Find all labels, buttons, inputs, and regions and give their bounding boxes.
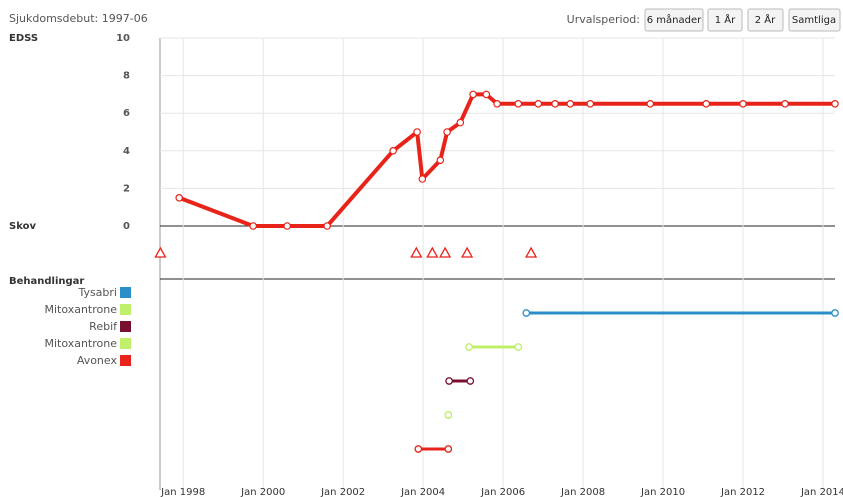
- y-tick-label: 2: [123, 183, 130, 194]
- button-bg[interactable]: [788, 8, 841, 32]
- edss-point: [551, 100, 559, 108]
- treatment-end: [514, 343, 523, 351]
- relapse-marker: [410, 246, 423, 258]
- edss-point: [443, 128, 451, 136]
- button-text[interactable]: 1 År: [715, 13, 736, 26]
- edss-point: [493, 100, 501, 108]
- edss-point: [436, 156, 445, 165]
- treatment-end: [444, 445, 453, 453]
- x-tick-label: Jan 2008: [560, 487, 605, 497]
- legend-swatch: [120, 338, 131, 349]
- x-tick-label: Jan 2012: [720, 487, 765, 497]
- button[interactable]: 6 månader: [644, 8, 704, 32]
- relapse-marker: [426, 246, 439, 258]
- treatment-label: Behandlingar: [9, 276, 84, 287]
- y-tick-label: 10: [116, 33, 130, 44]
- x-tick-label: Jan 2006: [480, 487, 525, 497]
- relapse-marker: [524, 246, 538, 258]
- legend-label: Avonex: [77, 354, 118, 367]
- edss-point: [514, 100, 523, 108]
- y-tick-label: 8: [123, 71, 130, 82]
- grid: [160, 37, 835, 490]
- relapse-marker: [439, 246, 452, 258]
- x-tick-label: Jan 2004: [400, 487, 445, 497]
- button[interactable]: 1 År: [707, 8, 743, 32]
- legend-label: Mitoxantrone: [44, 303, 117, 316]
- treatment-end: [444, 411, 453, 419]
- legend-label: Mitoxantrone: [44, 337, 117, 350]
- legend-swatch: [120, 287, 131, 298]
- legend-swatch: [120, 355, 131, 366]
- legend-label: Rebif: [89, 320, 118, 333]
- edss-point: [566, 100, 575, 108]
- edss-point: [418, 175, 427, 183]
- edss-point: [249, 222, 257, 230]
- treatment-end: [466, 377, 475, 385]
- relapse-label: Skov: [9, 221, 36, 232]
- edss-point: [456, 118, 465, 127]
- edss-point: [586, 100, 595, 108]
- edss-point: [283, 222, 291, 230]
- treatment-end: [831, 309, 839, 317]
- button[interactable]: Samtliga: [788, 8, 841, 32]
- legend-swatch: [120, 321, 131, 332]
- edss-point: [389, 147, 397, 155]
- legend-swatch: [120, 304, 131, 315]
- button-text[interactable]: Samtliga: [792, 15, 836, 26]
- x-tick-label: Jan 1998: [160, 487, 205, 497]
- button-text[interactable]: 6 månader: [647, 13, 702, 26]
- debut: Sjukdomsdebut: 1997-06: [9, 12, 148, 25]
- x-tick-label: Jan 2014: [800, 487, 843, 497]
- edss-point: [469, 90, 477, 99]
- edss-point: [831, 100, 839, 108]
- treatment-start: [522, 309, 531, 317]
- legend-label: Tysabri: [77, 286, 117, 299]
- x-tick-label: Jan 2010: [640, 487, 685, 497]
- relapse-marker: [154, 246, 167, 258]
- treatment-start: [414, 445, 423, 453]
- button-bg[interactable]: [644, 8, 704, 32]
- edss-point: [702, 100, 711, 108]
- button-bg[interactable]: [747, 8, 784, 32]
- treatment-start: [465, 343, 473, 351]
- relapse-marker: [461, 246, 474, 258]
- button[interactable]: 2 År: [747, 8, 784, 32]
- x-tick-label: Jan 2000: [240, 487, 285, 497]
- edss-point: [482, 90, 491, 99]
- period-label: Urvalsperiod:: [567, 13, 640, 26]
- edss-line: [178, 92, 835, 228]
- button-text[interactable]: 2 År: [755, 13, 776, 26]
- edss-label: EDSS: [9, 33, 38, 44]
- edss-point: [323, 222, 331, 230]
- x-tick-label: Jan 2002: [320, 487, 365, 497]
- edss-point: [413, 128, 421, 136]
- edss-point: [646, 100, 655, 108]
- y-tick-label: 6: [123, 108, 130, 119]
- edss-point: [781, 100, 789, 108]
- y-tick-label: 0: [123, 221, 130, 232]
- button-bg[interactable]: [707, 8, 743, 32]
- y-tick-label: 4: [123, 146, 130, 157]
- treatment-start: [445, 377, 453, 385]
- edss-point: [175, 194, 183, 202]
- edss-point: [739, 100, 747, 108]
- edss-point: [534, 100, 543, 108]
